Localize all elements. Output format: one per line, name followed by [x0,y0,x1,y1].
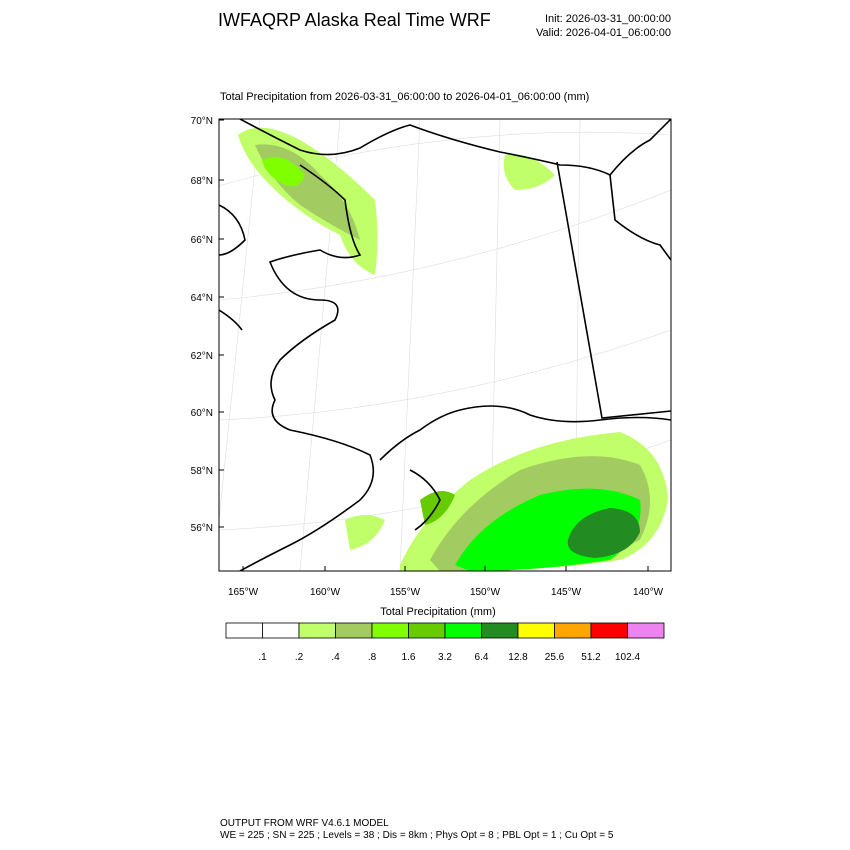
lat-label: 62°N [191,351,213,362]
colorbar-label: .2 [295,652,304,663]
lon-label: 165°W [228,587,259,598]
colorbar-box [481,622,519,639]
lat-label: 58°N [191,466,213,477]
colorbar-label: .1 [258,652,267,663]
precipitation [238,127,668,571]
colorbar-label: 12.8 [508,652,528,663]
footer-line: WE = 225 ; SN = 225 ; Levels = 38 ; Dis … [220,830,614,841]
colorbar-label: 102.4 [615,652,640,663]
colorbar-box [225,622,263,639]
lat-label: 70°N [191,116,213,127]
lon-label: 160°W [310,587,341,598]
coastlines [219,119,671,571]
colorbar-label: 6.4 [475,652,489,663]
colorbar-box [262,622,300,639]
lon-label: 155°W [390,587,421,598]
map-area [219,119,671,571]
title: IWFAQRP Alaska Real Time WRF [218,10,491,30]
colorbar-box [627,622,665,639]
lon-label: 150°W [470,587,501,598]
colorbar-label: 3.2 [438,652,452,663]
colorbar-box [298,622,336,639]
colorbar-label: 1.6 [402,652,416,663]
map-frame [218,118,672,572]
init-time: Init: 2026-03-31_00:00:00 [545,13,671,25]
colorbar-box [371,622,409,639]
lon-label: 140°W [633,587,664,598]
colorbar-box [444,622,482,639]
subtitle: Total Precipitation from 2026-03-31_06:0… [220,91,589,103]
lat-label: 66°N [191,235,213,246]
colorbar-box [335,622,373,639]
colorbar-label: .4 [331,652,340,663]
lat-label: 64°N [191,293,213,304]
lat-label: 56°N [191,523,213,534]
footer-line: OUTPUT FROM WRF V4.6.1 MODEL [220,818,389,829]
lon-label: 145°W [551,587,582,598]
colorbar-label: .8 [368,652,377,663]
colorbar-box [408,622,446,639]
colorbar-box [517,622,555,639]
colorbar-box [590,622,628,639]
lat-label: 68°N [191,176,213,187]
colorbar-box [554,622,592,639]
lat-label: 60°N [191,408,213,419]
colorbar-label: 51.2 [581,652,601,663]
colorbar-label: 25.6 [545,652,565,663]
valid-time: Valid: 2026-04-01_06:00:00 [536,27,671,39]
colorbar-title: Total Precipitation (mm) [380,606,496,618]
